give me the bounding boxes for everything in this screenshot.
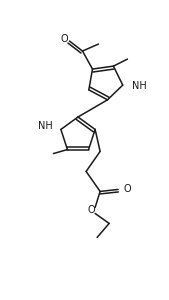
Text: O: O	[61, 34, 68, 44]
Text: O: O	[87, 206, 95, 215]
Text: NH: NH	[38, 122, 53, 131]
Text: O: O	[123, 184, 131, 194]
Text: NH: NH	[132, 81, 147, 91]
